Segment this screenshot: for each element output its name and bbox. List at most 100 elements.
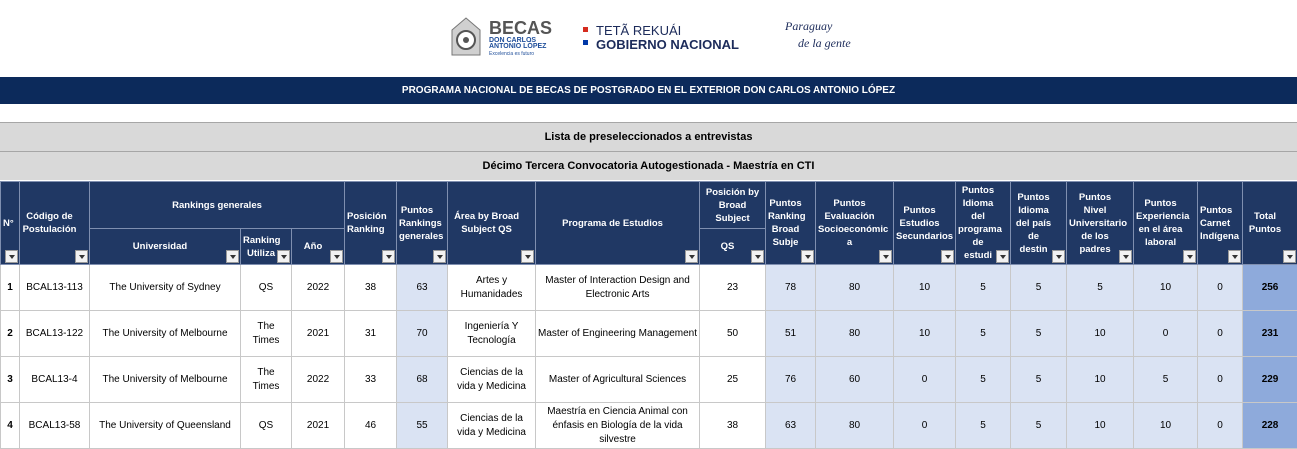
filter-button[interactable] [75, 250, 88, 263]
cell: 10 [1134, 265, 1198, 311]
cell: 10 [1067, 357, 1134, 403]
cell: QS [241, 403, 292, 449]
cell: Master of Interaction Design and Electro… [536, 265, 700, 311]
filter-button[interactable] [1228, 250, 1241, 263]
cell: Ciencias de la vida y Medicina [448, 357, 536, 403]
cell: 0 [1198, 403, 1243, 449]
cell: 5 [1011, 403, 1067, 449]
filter-button[interactable] [941, 250, 954, 263]
filter-button[interactable] [1183, 250, 1196, 263]
cell: 228 [1243, 403, 1297, 449]
cell: 10 [1067, 403, 1134, 449]
gov-line: TETÃ REKUÁI [596, 23, 681, 38]
call-title: Décimo Tercera Convocatoria Autogestiona… [0, 151, 1297, 180]
flag-blue [583, 40, 588, 45]
filter-button[interactable] [751, 250, 764, 263]
slogan: de la gente [798, 36, 851, 50]
cell: 5 [956, 311, 1011, 357]
cell: 10 [1067, 311, 1134, 357]
cell: Master of Engineering Management [536, 311, 700, 357]
cell: The Times [241, 357, 292, 403]
flag-red [583, 27, 588, 32]
column-header: Año [292, 229, 345, 265]
column-header: Puntos Estudios Secundarios [894, 182, 956, 265]
filter-button[interactable] [226, 250, 239, 263]
cell: 0 [1198, 311, 1243, 357]
cell: 80 [816, 403, 894, 449]
cell: 70 [397, 311, 448, 357]
becas-sub: ANTONIO LÓPEZ [489, 41, 547, 50]
cell: The Times [241, 311, 292, 357]
cell: 60 [816, 357, 894, 403]
cell: 10 [894, 265, 956, 311]
cell: 0 [1198, 357, 1243, 403]
cell: Ciencias de la vida y Medicina [448, 403, 536, 449]
column-header: N° [1, 182, 20, 265]
filter-button[interactable] [330, 250, 343, 263]
banner: PROGRAMA NACIONAL DE BECAS DE POSTGRADO … [0, 77, 1297, 104]
column-header: Puntos Ranking Broad Subje [766, 182, 816, 265]
cell: 38 [700, 403, 766, 449]
cell: 256 [1243, 265, 1297, 311]
cell: 2022 [292, 357, 345, 403]
column-header: Puntos Carnet Indígena [1198, 182, 1243, 265]
column-header: Universidad [90, 229, 241, 265]
cell: 229 [1243, 357, 1297, 403]
cell: 68 [397, 357, 448, 403]
filter-button[interactable] [521, 250, 534, 263]
cell: 2021 [292, 311, 345, 357]
becas-title: BECAS [489, 18, 552, 38]
becas-tagline: Excelencia es futuro [489, 51, 534, 57]
cell: 50 [700, 311, 766, 357]
cell: The University of Melbourne [90, 357, 241, 403]
cell: 76 [766, 357, 816, 403]
cell: 63 [397, 265, 448, 311]
filter-button[interactable] [382, 250, 395, 263]
cell: 78 [766, 265, 816, 311]
column-header: Posición Ranking [345, 182, 397, 265]
group-header: Rankings generales [90, 182, 345, 229]
cell: 2021 [292, 403, 345, 449]
list-title: Lista de preseleccionados a entrevistas [0, 122, 1297, 151]
filter-button[interactable] [1119, 250, 1132, 263]
cell: BCAL13-58 [20, 403, 90, 449]
page: BECAS DON CARLOS ANTONIO LÓPEZ Excelenci… [0, 0, 1297, 430]
cell: 23 [700, 265, 766, 311]
filter-button[interactable] [801, 250, 814, 263]
cell: 0 [894, 357, 956, 403]
cell: 46 [345, 403, 397, 449]
filter-button[interactable] [879, 250, 892, 263]
cell: 5 [956, 265, 1011, 311]
filter-button[interactable] [1283, 250, 1296, 263]
cell: 10 [894, 311, 956, 357]
cell: BCAL13-122 [20, 311, 90, 357]
column-header: Programa de Estudios [536, 182, 700, 265]
cell: The University of Sydney [90, 265, 241, 311]
cell: 5 [956, 403, 1011, 449]
filter-button[interactable] [685, 250, 698, 263]
cell: 2022 [292, 265, 345, 311]
cell: BCAL13-113 [20, 265, 90, 311]
filter-button[interactable] [277, 250, 290, 263]
cell: 25 [700, 357, 766, 403]
cell: 5 [1011, 265, 1067, 311]
cell: 80 [816, 265, 894, 311]
filter-button[interactable] [996, 250, 1009, 263]
cell: 80 [816, 311, 894, 357]
cell: 0 [1198, 265, 1243, 311]
cell: 5 [1011, 311, 1067, 357]
filter-button[interactable] [433, 250, 446, 263]
column-header: Ranking Utiliza [241, 229, 292, 265]
cell: 33 [345, 357, 397, 403]
cell: QS [241, 265, 292, 311]
cell: BCAL13-4 [20, 357, 90, 403]
cell: 4 [1, 403, 20, 449]
filter-button[interactable] [5, 250, 18, 263]
cell: Ingeniería Y Tecnología [448, 311, 536, 357]
cell: Master of Agricultural Sciences [536, 357, 700, 403]
filter-button[interactable] [1052, 250, 1065, 263]
